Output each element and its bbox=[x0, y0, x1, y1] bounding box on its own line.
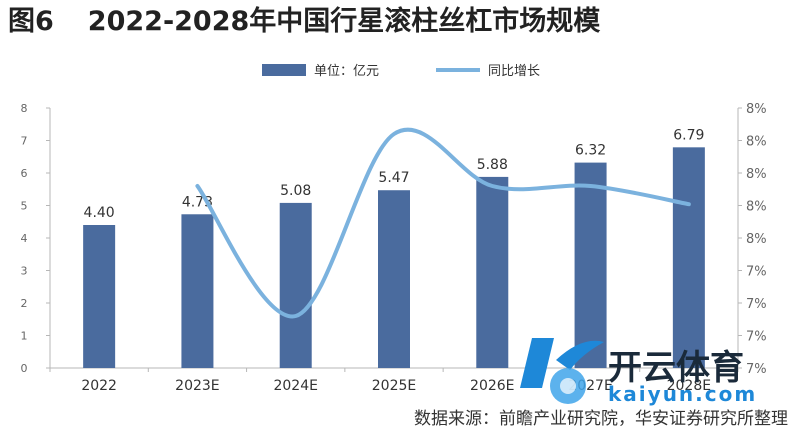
bar bbox=[378, 190, 410, 368]
right-axis-tick-label: 8% bbox=[746, 167, 767, 182]
left-axis-tick-label: 1 bbox=[21, 330, 28, 343]
left-axis-tick-label: 4 bbox=[21, 232, 28, 245]
bar bbox=[574, 162, 607, 368]
watermark-subtext: kaiyun.com bbox=[608, 382, 758, 406]
legend-bar-label: 单位：亿元 bbox=[314, 64, 379, 79]
left-axis-tick-label: 7 bbox=[21, 135, 28, 148]
right-axis-tick-label: 7% bbox=[746, 330, 767, 345]
bar-value-label: 4.40 bbox=[84, 205, 115, 221]
growth-line-point bbox=[590, 185, 592, 187]
right-axis-tick-label: 8% bbox=[746, 200, 767, 215]
growth-line-point bbox=[196, 185, 198, 187]
left-axis-tick-label: 5 bbox=[21, 200, 28, 213]
bar bbox=[83, 225, 116, 368]
growth-line-point bbox=[491, 185, 493, 187]
growth-line bbox=[195, 127, 691, 319]
data-source: 数据来源：前瞻产业研究院，华安证券研究所整理 bbox=[414, 409, 788, 429]
right-axis-tick-label: 8% bbox=[746, 102, 767, 117]
bar-value-label: 6.79 bbox=[673, 127, 704, 143]
bar bbox=[181, 214, 214, 368]
left-axis-tick-label: 2 bbox=[21, 297, 28, 310]
legend-bar-swatch bbox=[262, 64, 306, 76]
right-axis-tick-label: 7% bbox=[746, 362, 767, 377]
growth-line-point bbox=[295, 315, 297, 317]
growth-line-point bbox=[688, 203, 690, 205]
bar bbox=[476, 176, 509, 368]
figure-title-text: 2022-2028年中国行星滚柱丝杠市场规模 bbox=[87, 6, 601, 37]
left-axis-tick-label: 3 bbox=[21, 265, 28, 278]
x-axis-tick-label: 2022 bbox=[81, 378, 117, 394]
growth-line-point bbox=[393, 133, 395, 135]
x-axis-tick-label: 2024E bbox=[273, 378, 317, 394]
legend-line-label: 同比增长 bbox=[488, 64, 540, 79]
watermark-logo bbox=[520, 338, 604, 404]
figure-title: 图6 2022-2028年中国行星滚柱丝杠市场规模 bbox=[8, 4, 600, 40]
bar-value-label: 5.47 bbox=[378, 170, 409, 186]
bar-value-label: 6.32 bbox=[575, 143, 606, 159]
left-axis-tick-label: 8 bbox=[21, 102, 28, 115]
watermark: 开云体育 kaiyun.com bbox=[512, 330, 782, 410]
figure-label: 图6 bbox=[8, 6, 54, 37]
x-axis-tick-label: 2028E bbox=[667, 378, 711, 394]
bar bbox=[672, 147, 705, 368]
left-axis-tick-label: 0 bbox=[21, 362, 28, 375]
watermark-text: 开云体育 bbox=[608, 348, 744, 388]
bar-value-label: 5.88 bbox=[477, 157, 508, 173]
right-axis-tick-label: 8% bbox=[746, 135, 767, 150]
bar bbox=[279, 202, 312, 368]
x-axis-tick-label: 2026E bbox=[470, 378, 514, 394]
x-axis-tick-label: 2023E bbox=[175, 378, 219, 394]
right-axis-tick-label: 7% bbox=[746, 297, 767, 312]
x-axis-tick-label: 2025E bbox=[372, 378, 416, 394]
bar-value-label: 5.08 bbox=[280, 183, 311, 199]
right-axis-tick-label: 8% bbox=[746, 232, 767, 247]
left-axis-tick-label: 6 bbox=[21, 167, 28, 180]
right-axis-tick-label: 7% bbox=[746, 265, 767, 280]
